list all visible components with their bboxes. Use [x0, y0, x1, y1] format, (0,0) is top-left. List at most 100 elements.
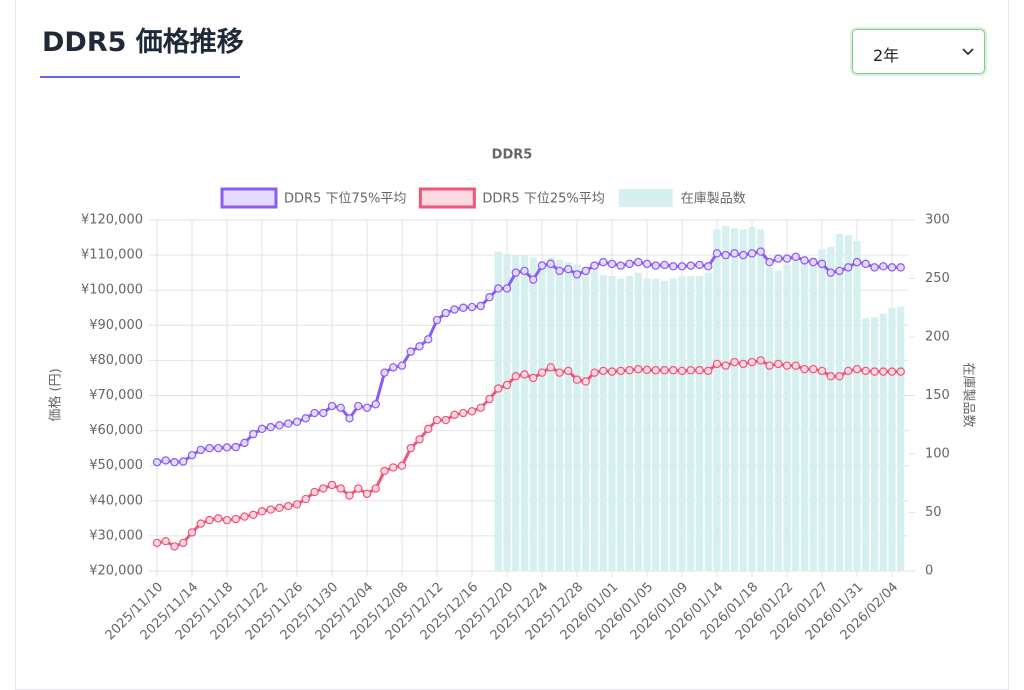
price-point — [424, 424, 433, 434]
period-select[interactable]: 2年 — [852, 29, 985, 74]
y2-tick-label: 250 — [925, 271, 950, 286]
price-point — [441, 415, 450, 425]
price-point — [642, 365, 652, 375]
y-axis-title: 価格 (円) — [48, 368, 64, 421]
stock-bar — [625, 276, 634, 571]
price-point — [704, 366, 713, 376]
price-point — [240, 512, 249, 521]
price-point — [581, 266, 590, 276]
price-point — [520, 266, 529, 276]
price-point — [485, 293, 494, 302]
price-point — [546, 363, 555, 372]
y-tick-label: ¥100,000 — [81, 283, 143, 298]
price-point — [861, 366, 870, 376]
stock-bar — [739, 229, 747, 572]
page-title: DDR5 価格推移 — [42, 27, 244, 58]
price-point — [572, 375, 582, 384]
y2-axis-title: 在庫製品数 — [961, 362, 976, 427]
price-point — [835, 266, 844, 276]
stock-bar — [827, 246, 835, 571]
price-point — [432, 415, 442, 425]
legend-item: 在庫製品数 — [618, 189, 746, 207]
price-point — [529, 275, 538, 284]
price-point — [686, 366, 695, 375]
price-point — [634, 257, 643, 267]
price-point — [625, 366, 634, 375]
y2-tick-label: 200 — [925, 330, 950, 345]
select-arrow — [962, 48, 974, 56]
price-point — [555, 266, 564, 276]
price-point — [852, 364, 862, 374]
stock-bar — [879, 313, 887, 571]
price-point — [336, 403, 345, 412]
price-point — [494, 284, 503, 293]
price-point — [179, 457, 188, 466]
stock-bar — [573, 264, 581, 571]
price-point — [756, 356, 765, 365]
y2-tick-label: 100 — [925, 447, 950, 462]
price-point — [546, 259, 555, 269]
stock-bar — [643, 278, 651, 571]
price-point — [275, 421, 284, 430]
price-point — [774, 359, 783, 369]
legend-item: DDR5 下位75%平均 — [220, 187, 406, 209]
price-point — [362, 489, 372, 498]
price-point — [511, 268, 520, 277]
price-point — [231, 514, 240, 524]
price-point — [380, 368, 389, 377]
price-point — [284, 419, 293, 428]
price-point — [590, 368, 599, 377]
stock-bar — [652, 278, 660, 571]
price-point — [205, 515, 214, 525]
price-point — [441, 308, 450, 318]
price-point — [406, 443, 415, 453]
price-point — [581, 377, 590, 386]
stock-bar — [835, 234, 844, 572]
price-point — [450, 410, 459, 420]
price-point — [450, 305, 459, 314]
price-point — [345, 414, 354, 423]
price-point — [467, 302, 477, 312]
price-point — [502, 284, 512, 293]
price-point — [642, 259, 652, 269]
price-point — [861, 259, 870, 269]
price-point — [371, 400, 380, 409]
price-point — [476, 301, 485, 311]
y-tick-label: ¥80,000 — [89, 353, 143, 368]
stock-bar — [555, 259, 564, 571]
price-point — [870, 263, 879, 272]
y2-tick-label: 50 — [925, 505, 942, 520]
price-point — [327, 480, 337, 490]
price-point — [397, 461, 407, 470]
price-point — [152, 538, 162, 548]
price-point — [511, 371, 520, 381]
price-point — [747, 357, 757, 367]
stock-bar — [669, 278, 677, 571]
price-point — [529, 373, 538, 383]
price-point — [835, 371, 844, 381]
price-point — [721, 250, 730, 260]
stock-bar — [520, 255, 529, 571]
price-point — [537, 368, 547, 377]
price-point — [782, 361, 792, 370]
stock-bar — [704, 272, 712, 571]
price-point — [187, 528, 197, 537]
price-point — [677, 262, 687, 271]
legend-item: DDR5 下位25%平均 — [418, 187, 605, 209]
price-point — [800, 256, 809, 265]
price-point — [660, 260, 669, 270]
price-point — [371, 484, 380, 493]
stock-bar — [634, 272, 642, 571]
price-point — [879, 262, 888, 271]
price-point — [669, 366, 678, 375]
price-point — [774, 254, 783, 263]
price-point — [459, 303, 468, 312]
stock-bar — [678, 276, 686, 571]
price-point — [362, 403, 372, 412]
y2-tick-label: 0 — [925, 564, 933, 579]
price-point — [765, 257, 774, 267]
price-point — [257, 507, 267, 516]
page: {"header": {"title": "DDR5 価格推移", "selec… — [15, 0, 1009, 690]
legend-label: DDR5 下位75%平均 — [284, 192, 406, 207]
price-point — [345, 491, 354, 500]
